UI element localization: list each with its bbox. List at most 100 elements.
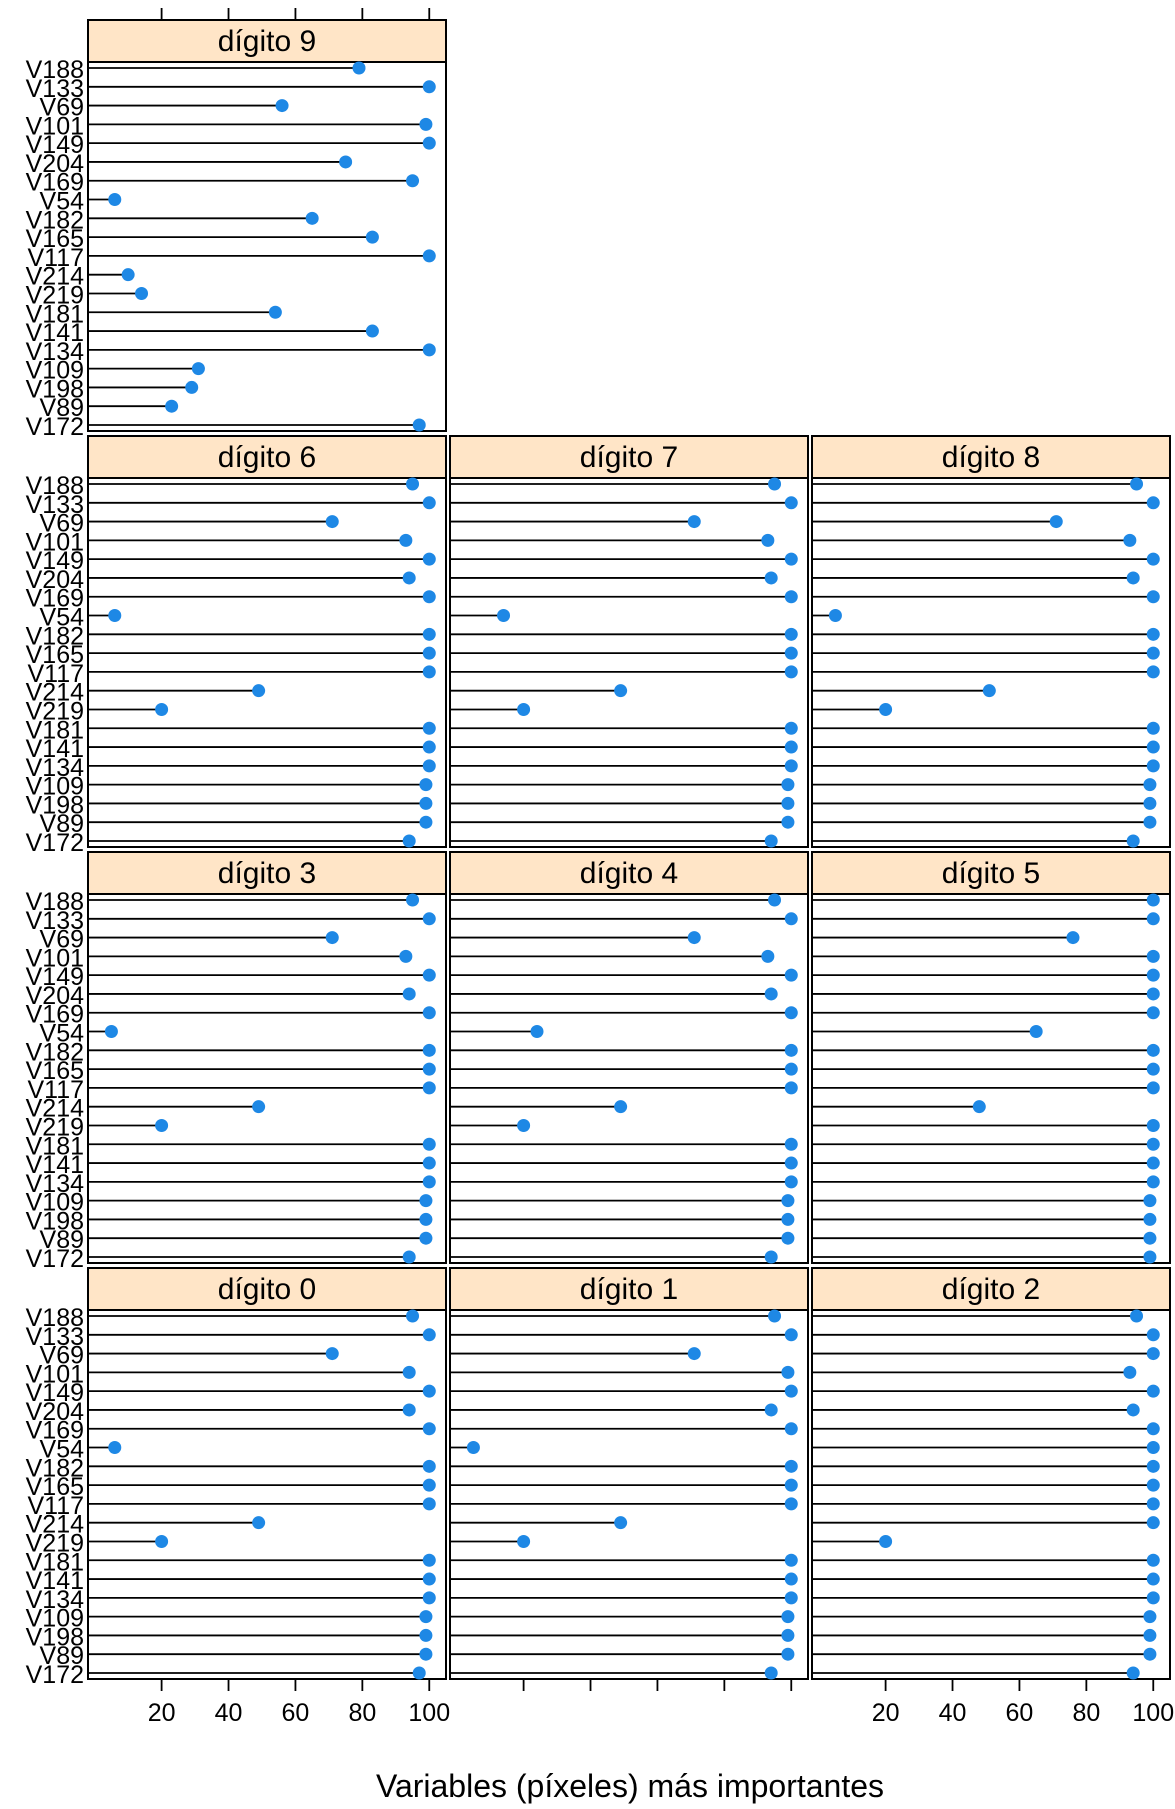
data-point — [422, 1497, 436, 1511]
data-point — [1123, 533, 1137, 547]
data-point — [185, 380, 199, 394]
data-point — [1146, 1591, 1160, 1605]
data-point — [1143, 1647, 1157, 1661]
data-point — [687, 931, 701, 945]
y-tick-label: V204 — [26, 566, 84, 594]
data-point — [614, 684, 628, 698]
data-point — [784, 646, 798, 660]
x-axis-label: Variables (píxeles) más importantes — [376, 1768, 884, 1804]
data-point — [406, 477, 420, 491]
data-point — [1146, 893, 1160, 907]
data-point — [1146, 1572, 1160, 1586]
y-tick-label: V101 — [26, 944, 84, 972]
data-point — [768, 477, 782, 491]
data-point — [784, 1591, 798, 1605]
data-point — [419, 815, 433, 829]
y-tick-label: V117 — [27, 1076, 84, 1104]
y-tick-label: V219 — [26, 1113, 84, 1141]
data-point — [1146, 968, 1160, 982]
data-point — [155, 1118, 169, 1132]
data-point — [419, 1231, 433, 1245]
data-point — [828, 609, 842, 623]
y-tick-label: V109 — [26, 773, 84, 801]
data-point — [399, 533, 413, 547]
y-tick-label: V134 — [26, 754, 84, 782]
data-point — [781, 1628, 795, 1642]
y-tick-label: V141 — [26, 1151, 84, 1179]
panel-frame — [87, 61, 447, 432]
panel-strip — [811, 1267, 1171, 1311]
panel-6: dígito 5 — [811, 851, 1171, 1264]
data-point — [422, 1459, 436, 1473]
data-point — [406, 893, 420, 907]
data-point — [1146, 1478, 1160, 1492]
data-point — [1146, 1081, 1160, 1095]
y-tick-label: V54 — [40, 604, 85, 632]
data-point — [422, 1006, 436, 1020]
y-tick-label: V169 — [26, 1417, 84, 1445]
data-point — [764, 1403, 778, 1417]
y-tick-label: V182 — [26, 206, 84, 234]
y-tick-label: V89 — [40, 1226, 84, 1254]
data-point — [1126, 571, 1140, 585]
y-tick-label: V204 — [26, 150, 84, 178]
panel-9: dígito 2 — [811, 1267, 1171, 1680]
panel-strip — [449, 851, 809, 895]
data-point — [399, 949, 413, 963]
data-point — [412, 418, 426, 432]
data-point — [784, 1459, 798, 1473]
panel-strip — [87, 435, 447, 479]
data-point — [1146, 1006, 1160, 1020]
data-point — [466, 1441, 480, 1455]
data-point — [422, 912, 436, 926]
data-point — [422, 627, 436, 641]
data-point — [1126, 1666, 1140, 1680]
data-point — [784, 1175, 798, 1189]
data-point — [517, 702, 531, 716]
y-tick-label: V89 — [40, 394, 84, 422]
data-point — [155, 702, 169, 716]
y-tick-label: V117 — [27, 244, 84, 272]
data-point — [614, 1100, 628, 1114]
data-point — [191, 362, 205, 376]
y-tick-label: V165 — [26, 1057, 84, 1085]
data-point — [517, 1534, 531, 1548]
y-tick-label: V69 — [40, 94, 84, 122]
y-tick-label: V149 — [26, 1379, 84, 1407]
data-point — [1146, 1459, 1160, 1473]
data-point — [419, 1610, 433, 1624]
data-point — [982, 684, 996, 698]
data-point — [784, 1497, 798, 1511]
data-point — [879, 702, 893, 716]
y-tick-label: V181 — [26, 1548, 84, 1576]
data-point — [1143, 1250, 1157, 1264]
y-tick-label: V165 — [26, 641, 84, 669]
data-point — [165, 399, 179, 413]
panel-1: dígito 6V188V133V69V101V149V204V169V54V1… — [26, 435, 447, 857]
data-point — [1146, 1497, 1160, 1511]
data-point — [1146, 721, 1160, 735]
x-tick-label: 20 — [872, 1699, 900, 1727]
data-point — [1146, 1516, 1160, 1530]
data-point — [1146, 1422, 1160, 1436]
data-point — [1123, 1365, 1137, 1379]
x-tick-label: 100 — [1132, 1699, 1174, 1727]
data-point — [422, 1591, 436, 1605]
data-point — [365, 230, 379, 244]
panel-frame — [87, 1309, 447, 1680]
data-point — [784, 1043, 798, 1057]
panel-title: dígito 3 — [218, 857, 316, 890]
y-tick-label: V149 — [26, 547, 84, 575]
panel-7: dígito 0V188V133V69V101V149V204V169V54V1… — [26, 1267, 447, 1689]
y-tick-label: V101 — [26, 112, 84, 140]
data-point — [422, 1328, 436, 1342]
y-tick-label: V182 — [26, 622, 84, 650]
y-tick-label: V172 — [26, 1661, 84, 1689]
data-point — [422, 1043, 436, 1057]
panel-frame — [87, 893, 447, 1264]
data-point — [1146, 1328, 1160, 1342]
data-point — [1130, 477, 1144, 491]
x-tick-label: 40 — [939, 1699, 967, 1727]
y-tick-label: V188 — [26, 888, 84, 916]
